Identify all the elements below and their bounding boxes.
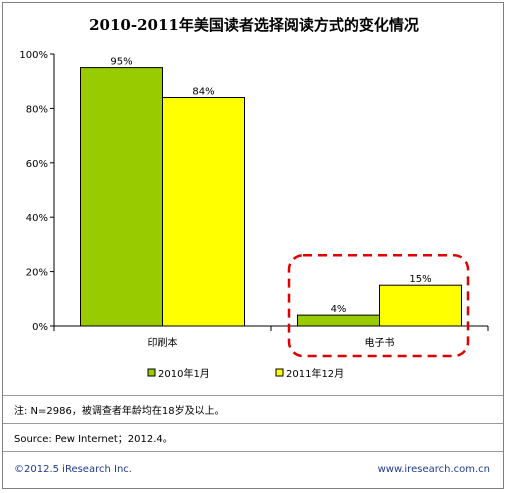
chart-canvas: 2010-2011年美国读者选择阅读方式的变化情况 0% 20% 40% 60% 80%…: [19, 16, 489, 380]
legend: 2010年1月 2011年12月: [147, 367, 344, 380]
y-tick-label: 80%: [26, 104, 48, 115]
copyright: ©2012.5 iResearch Inc.: [14, 464, 132, 475]
legend-swatch: [147, 368, 156, 377]
y-tick-label: 60%: [26, 159, 48, 170]
separator-line: [3, 451, 503, 452]
bars: [80, 67, 462, 327]
data-labels: 95% 4% 84% 15%: [110, 57, 431, 316]
highlight: [287, 254, 470, 358]
y-tick-label: 0%: [32, 322, 48, 333]
chart-title: 2010-2011年美国读者选择阅读方式的变化情况: [89, 16, 419, 34]
legend-label: 2011年12月: [286, 367, 344, 380]
highlight-box: [287, 254, 470, 358]
category-label: 印刷本: [148, 336, 178, 349]
footnote: 注: N=2986，被调查者年龄均在18岁及以上。: [14, 406, 225, 417]
y-axis: 0% 20% 40% 60% 80% 100%: [19, 50, 55, 333]
legend-swatch: [275, 368, 284, 377]
separator-line: [3, 423, 503, 424]
y-tick-label: 20%: [26, 268, 48, 279]
data-label: 84%: [192, 87, 214, 98]
bar: [297, 314, 380, 327]
website-link[interactable]: www.iresearch.com.cn: [377, 464, 490, 475]
x-axis: 印刷本 电子书: [53, 325, 489, 349]
data-label: 15%: [409, 274, 431, 285]
data-label: 95%: [110, 57, 132, 68]
bar: [162, 97, 245, 327]
bar: [379, 284, 462, 327]
data-label: 4%: [331, 304, 347, 315]
category-label: 电子书: [365, 336, 395, 349]
y-tick-label: 100%: [19, 50, 48, 61]
bar: [80, 67, 163, 327]
source-note: Source: Pew Internet；2012.4。: [14, 434, 173, 445]
separator-line: [3, 395, 503, 396]
legend-label: 2010年1月: [158, 367, 210, 380]
y-tick-label: 40%: [26, 213, 48, 224]
